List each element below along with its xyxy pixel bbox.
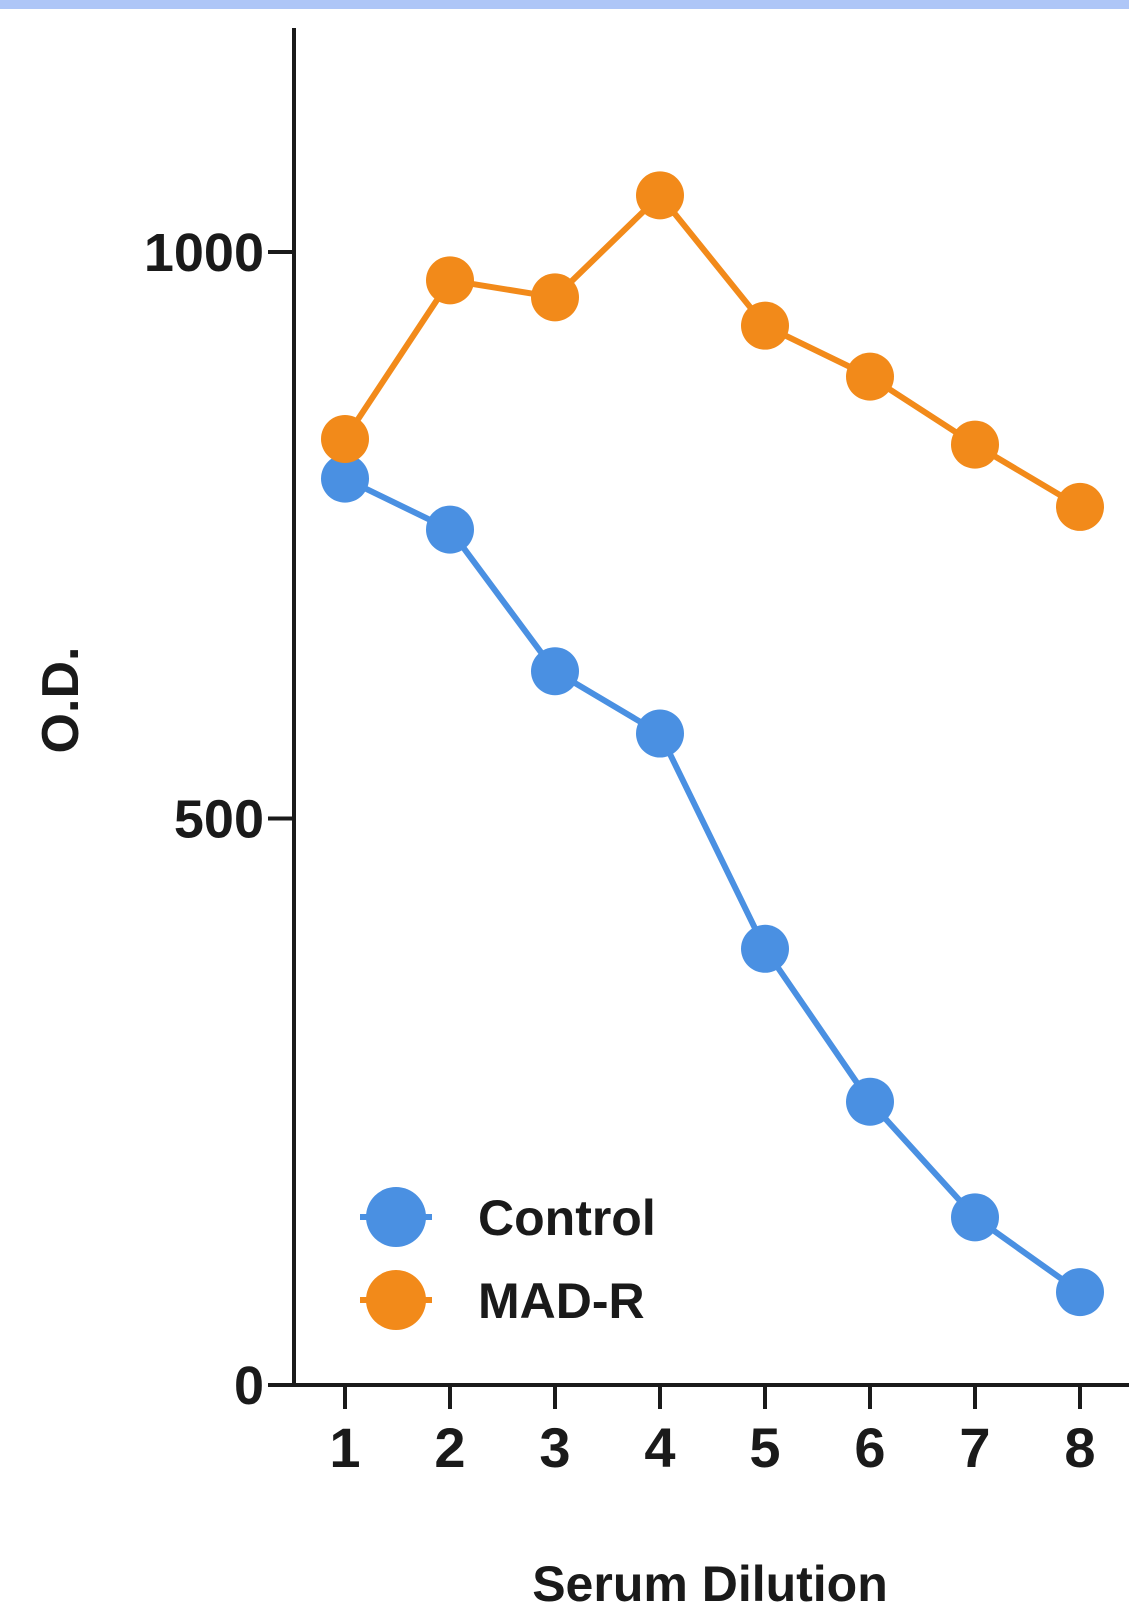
x-tick-label: 4: [644, 1416, 675, 1479]
data-point: [531, 273, 579, 322]
data-point: [846, 1077, 894, 1126]
top-band: [0, 0, 1129, 9]
data-point: [426, 505, 474, 554]
x-axis-title: Serum Dilution: [532, 1556, 888, 1609]
data-point: [741, 301, 789, 350]
x-ticks: 1 2 3 4 5 6 7 8: [329, 1385, 1096, 1479]
legend-item: MAD-R: [360, 1270, 645, 1330]
legend-swatch-marker: [366, 1187, 426, 1247]
legend-item: Control: [360, 1187, 656, 1247]
data-point: [636, 171, 684, 220]
x-tick-label: 2: [434, 1416, 465, 1479]
legend-label: Control: [478, 1190, 656, 1246]
series-mad-r: [321, 171, 1104, 531]
data-point: [321, 414, 369, 463]
data-point: [321, 454, 369, 503]
data-point: [741, 924, 789, 973]
data-point: [846, 352, 894, 401]
x-tick-label: 7: [959, 1416, 990, 1479]
x-tick-label: 5: [749, 1416, 780, 1479]
series-control: [321, 454, 1104, 1317]
legend: Control MAD-R: [360, 1187, 656, 1330]
y-tick-label: 500: [174, 790, 264, 850]
y-tick-label: 0: [234, 1356, 264, 1416]
series-layer: [321, 171, 1104, 1317]
data-point: [636, 709, 684, 758]
data-point: [951, 1193, 999, 1242]
data-point: [951, 420, 999, 469]
data-point: [531, 647, 579, 696]
y-axis-title: O.D.: [32, 647, 90, 754]
series-line: [343, 475, 1082, 1295]
x-tick-label: 6: [854, 1416, 885, 1479]
y-ticks: 0 500 1000: [144, 223, 294, 1416]
data-point: [426, 256, 474, 305]
legend-label: MAD-R: [478, 1273, 645, 1329]
data-point: [1056, 482, 1104, 531]
x-tick-label: 1: [329, 1416, 360, 1479]
x-tick-label: 3: [539, 1416, 570, 1479]
y-tick-label: 1000: [144, 223, 264, 283]
data-point: [1056, 1268, 1104, 1317]
legend-swatch-marker: [366, 1270, 426, 1330]
x-tick-label: 8: [1064, 1416, 1095, 1479]
